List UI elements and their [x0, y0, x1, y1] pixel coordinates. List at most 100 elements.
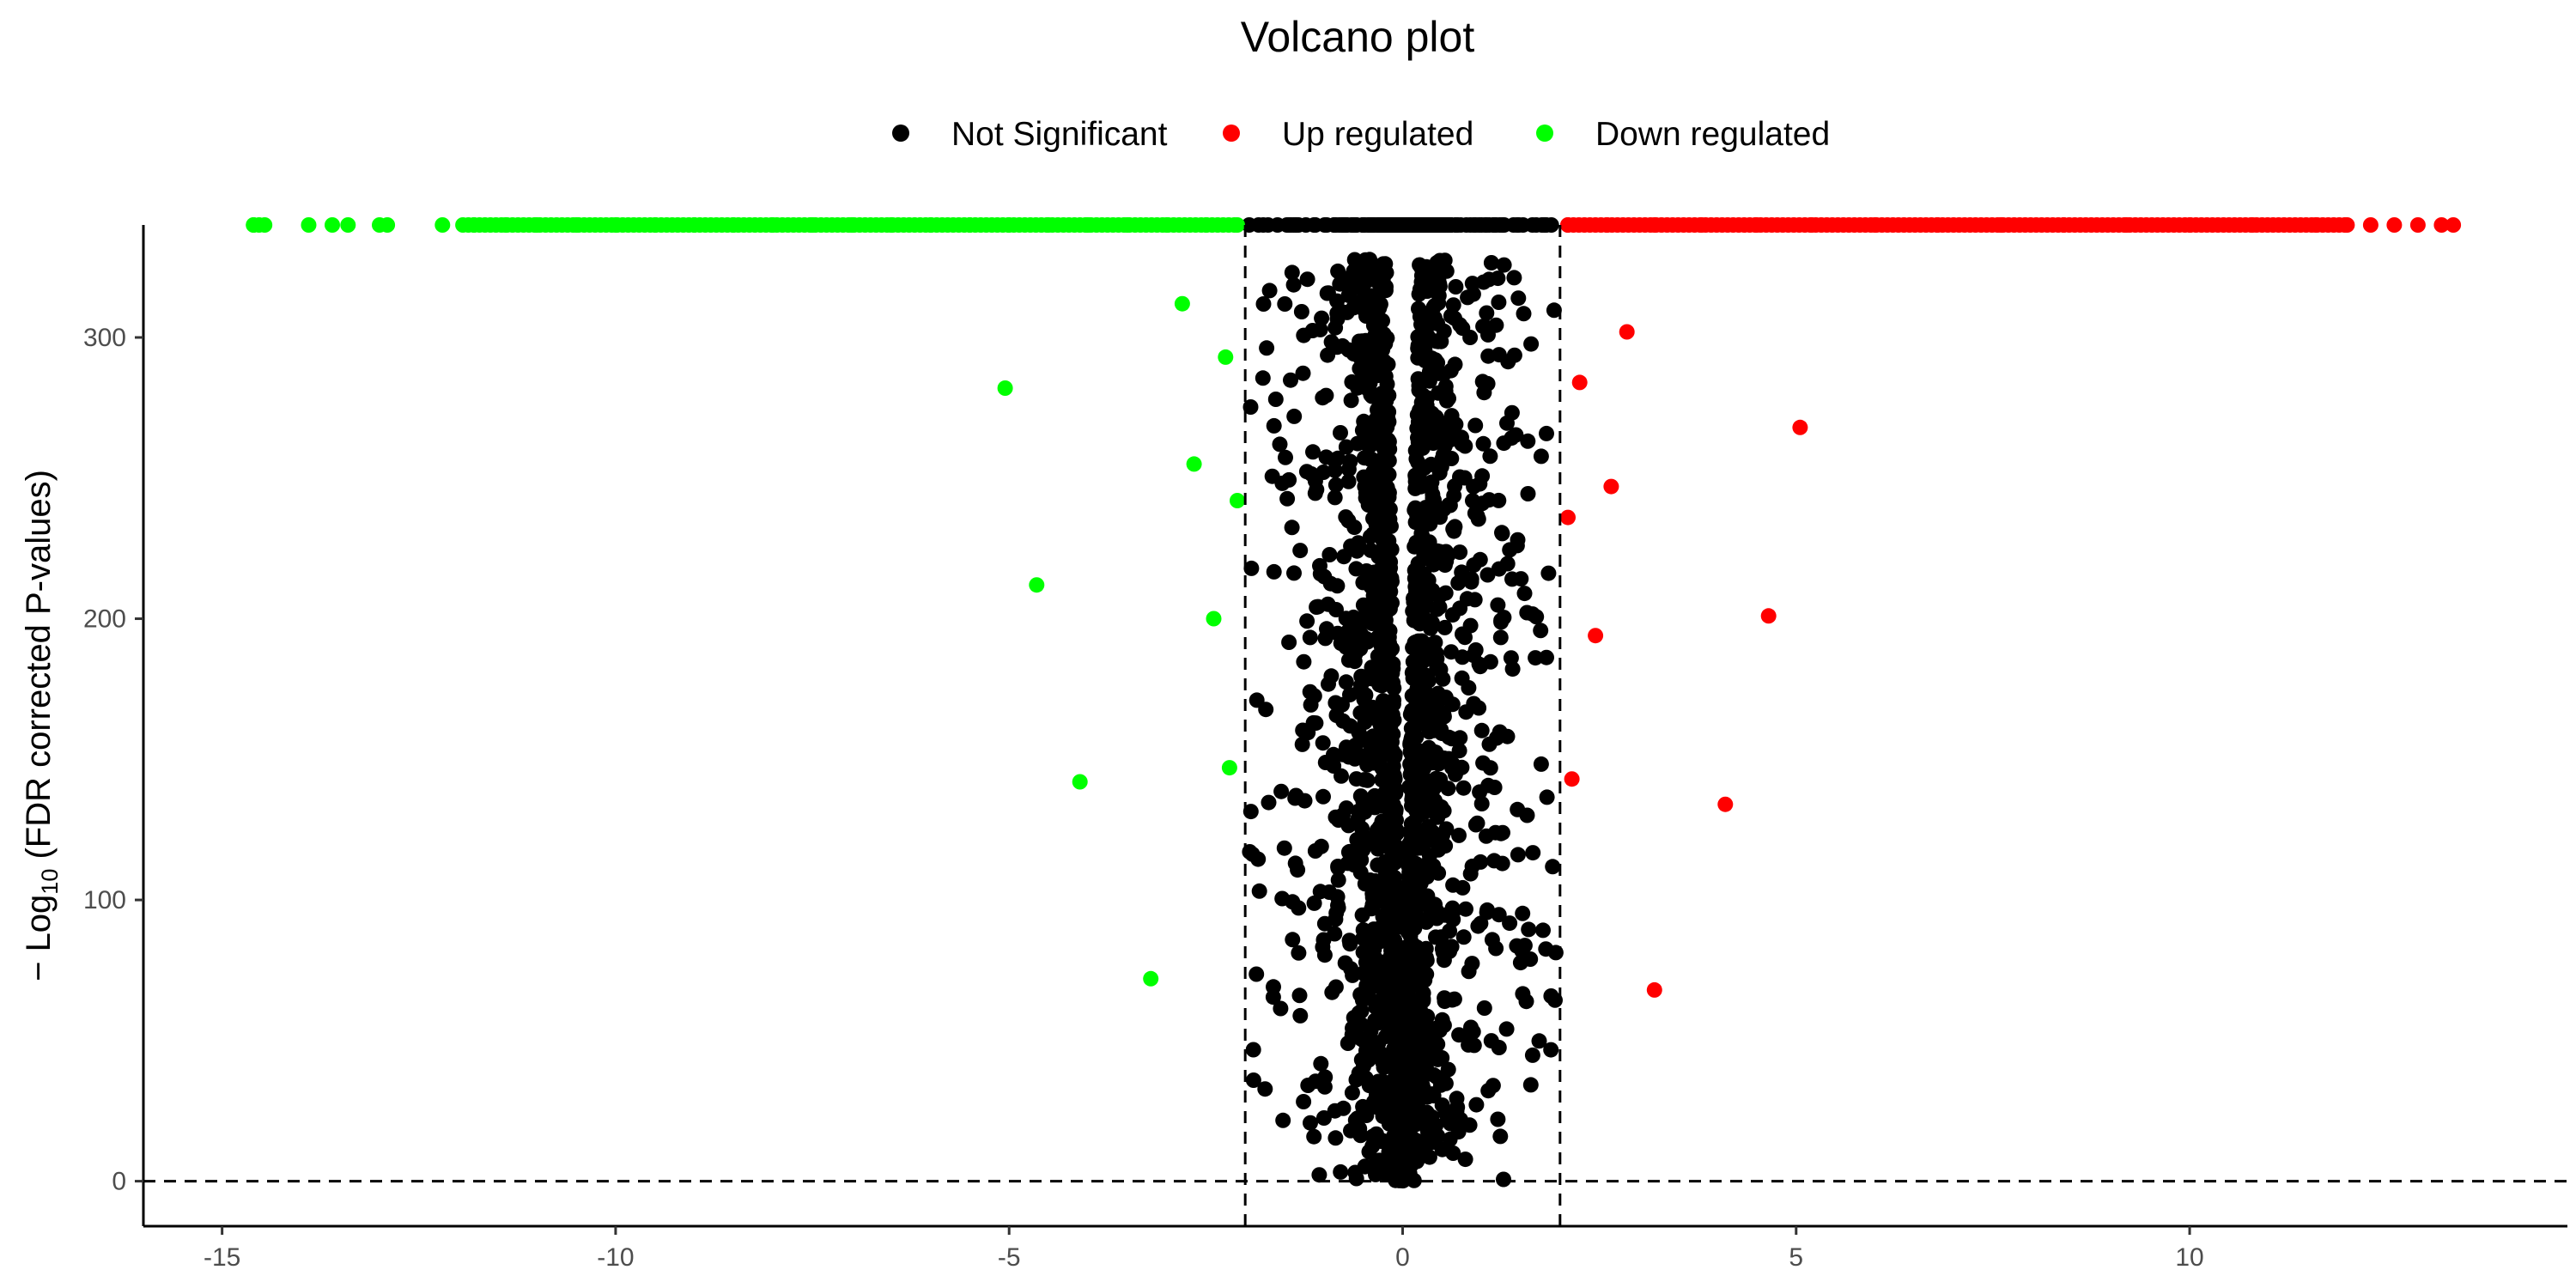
data-point-not-significant [1419, 966, 1435, 982]
data-point-not-significant [1510, 847, 1526, 863]
data-point-not-significant [1346, 857, 1362, 873]
data-point-not-significant [1419, 1122, 1436, 1139]
data-point-not-significant [1385, 696, 1401, 712]
data-point-not-significant [1476, 1000, 1492, 1016]
data-point-not-significant [1370, 841, 1386, 857]
y-tick-label: 200 [83, 605, 126, 634]
data-point-not-significant [1340, 342, 1357, 358]
data-point-not-significant [1244, 846, 1261, 862]
data-point-not-significant [1360, 307, 1376, 324]
data-point-not-significant [1440, 781, 1456, 797]
data-point-not-significant [1405, 670, 1421, 686]
data-point-not-significant [1353, 1003, 1370, 1019]
data-point-not-significant [1386, 855, 1402, 872]
data-point-not-significant [1336, 549, 1352, 565]
data-point-not-significant [1338, 439, 1354, 455]
x-tick-label: -15 [204, 1243, 240, 1272]
data-point-not-significant [1520, 433, 1536, 449]
data-point-not-significant [1415, 861, 1431, 878]
data-point-not-significant [1306, 688, 1322, 704]
data-point-not-significant [1321, 676, 1336, 692]
data-point-not-significant [1330, 872, 1346, 888]
data-point-not-significant [1267, 392, 1284, 407]
data-point-not-significant [1450, 574, 1467, 591]
data-point-not-significant [1359, 436, 1376, 453]
x-tick-label: 0 [1395, 1243, 1410, 1272]
data-point-not-significant [1491, 907, 1507, 923]
data-point-not-significant [1464, 276, 1480, 292]
data-point-not-significant [1510, 532, 1526, 548]
data-point-not-significant [1281, 471, 1297, 488]
data-point-not-significant [1474, 374, 1491, 390]
data-point-not-significant [1330, 450, 1346, 466]
data-point-down-regulated [1206, 611, 1222, 627]
data-point-not-significant [1489, 730, 1504, 746]
data-point-not-significant [1264, 468, 1280, 484]
data-point-not-significant [1406, 612, 1422, 629]
data-point-not-significant [1364, 659, 1380, 676]
data-point-not-significant [1491, 295, 1507, 310]
data-point-not-significant [1421, 613, 1437, 629]
data-point-not-significant [1429, 601, 1445, 617]
data-point-not-significant [1382, 870, 1399, 886]
data-point-not-significant [1441, 729, 1457, 745]
y-axis-label-suffix: (FDR corrected P-values) [20, 470, 58, 869]
data-point-not-significant [1399, 998, 1415, 1014]
data-point-not-significant [1447, 478, 1463, 495]
data-point-not-significant [1327, 319, 1344, 336]
data-point-up-regulated [2336, 217, 2353, 233]
data-point-not-significant [1417, 507, 1433, 523]
data-point-not-significant [1315, 735, 1331, 751]
points-layer [246, 217, 2462, 1189]
data-point-not-significant [1473, 915, 1489, 932]
data-point-not-significant [1309, 599, 1325, 615]
data-point-not-significant [1533, 756, 1549, 772]
data-point-not-significant [1408, 683, 1425, 700]
data-point-not-significant [1516, 306, 1532, 322]
data-point-not-significant [1539, 425, 1554, 441]
data-point-not-significant [1493, 825, 1510, 841]
y-tick-label: 0 [112, 1168, 126, 1196]
data-point-not-significant [1504, 571, 1520, 587]
data-point-down-regulated [1221, 760, 1237, 776]
data-point-not-significant [1338, 639, 1354, 655]
data-point-not-significant [1276, 840, 1292, 856]
data-point-not-significant [1285, 276, 1302, 293]
data-point-not-significant [1387, 780, 1403, 796]
data-point-not-significant [1293, 304, 1309, 319]
data-point-up-regulated [2386, 217, 2403, 233]
data-point-down-regulated [301, 217, 317, 233]
data-point-not-significant [1506, 270, 1522, 286]
data-point-not-significant [1427, 793, 1443, 809]
data-point-not-significant [1350, 535, 1366, 551]
data-point-not-significant [1401, 869, 1418, 885]
data-point-not-significant [1509, 938, 1525, 954]
data-point-not-significant [1425, 490, 1441, 507]
data-point-not-significant [1504, 661, 1521, 677]
data-point-down-regulated [257, 217, 273, 233]
data-point-not-significant [1273, 1000, 1289, 1017]
data-point-not-significant [1533, 623, 1549, 639]
data-point-not-significant [1403, 736, 1419, 752]
data-point-not-significant [1419, 744, 1435, 760]
data-point-not-significant [1275, 1112, 1291, 1128]
data-point-not-significant [1462, 617, 1479, 634]
data-point-not-significant [1381, 434, 1397, 450]
data-point-not-significant [1326, 746, 1341, 762]
data-point-not-significant [1364, 755, 1381, 771]
data-point-not-significant [1400, 1165, 1416, 1182]
data-point-not-significant [1319, 285, 1335, 301]
data-point-not-significant [1485, 1078, 1501, 1094]
data-point-not-significant [1407, 1022, 1424, 1038]
data-point-not-significant [1299, 271, 1315, 288]
data-point-not-significant [1296, 653, 1312, 670]
data-point-not-significant [1423, 456, 1439, 472]
data-point-not-significant [1364, 896, 1381, 913]
data-point-up-regulated [1717, 796, 1734, 812]
data-point-not-significant [1371, 1015, 1388, 1031]
data-point-not-significant [1478, 828, 1494, 844]
data-point-not-significant [1287, 790, 1303, 806]
data-point-not-significant [1510, 290, 1527, 307]
data-point-up-regulated [2445, 217, 2462, 233]
data-point-not-significant [1277, 296, 1293, 312]
